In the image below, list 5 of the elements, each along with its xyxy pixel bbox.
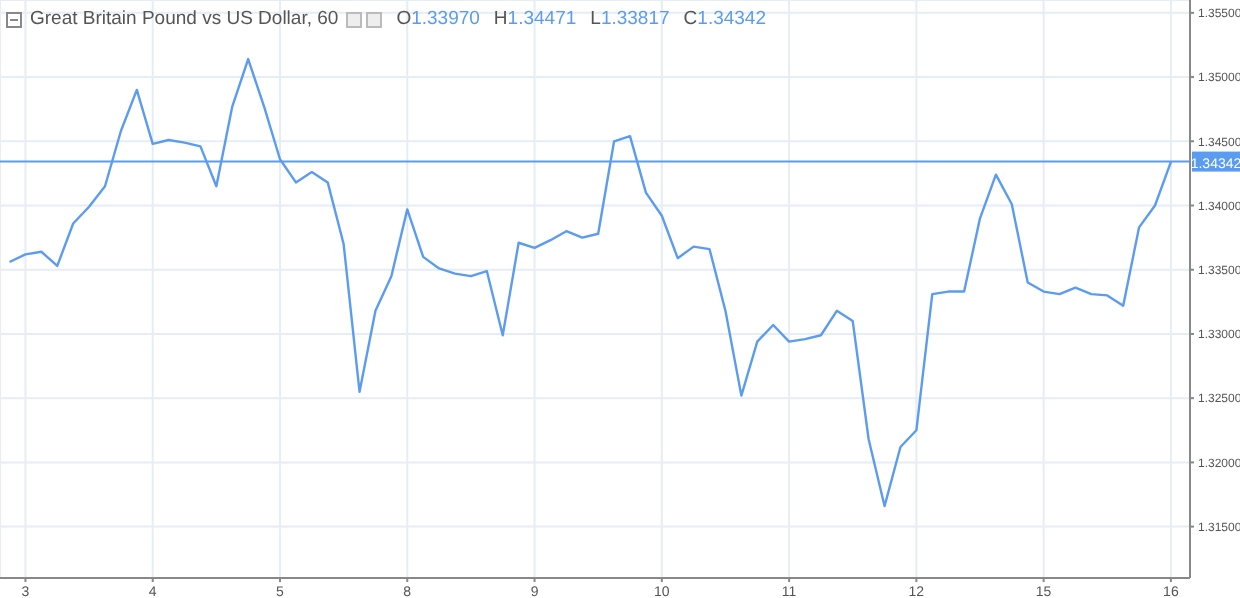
annotation: O1.33970: [396, 8, 480, 30]
text: Great Britain Pound vs US Dollar, 60: [30, 8, 339, 30]
annotation: C1.34342: [683, 8, 766, 30]
annotation: H1.34471: [493, 8, 577, 30]
annotation: L1.33817: [590, 8, 670, 30]
